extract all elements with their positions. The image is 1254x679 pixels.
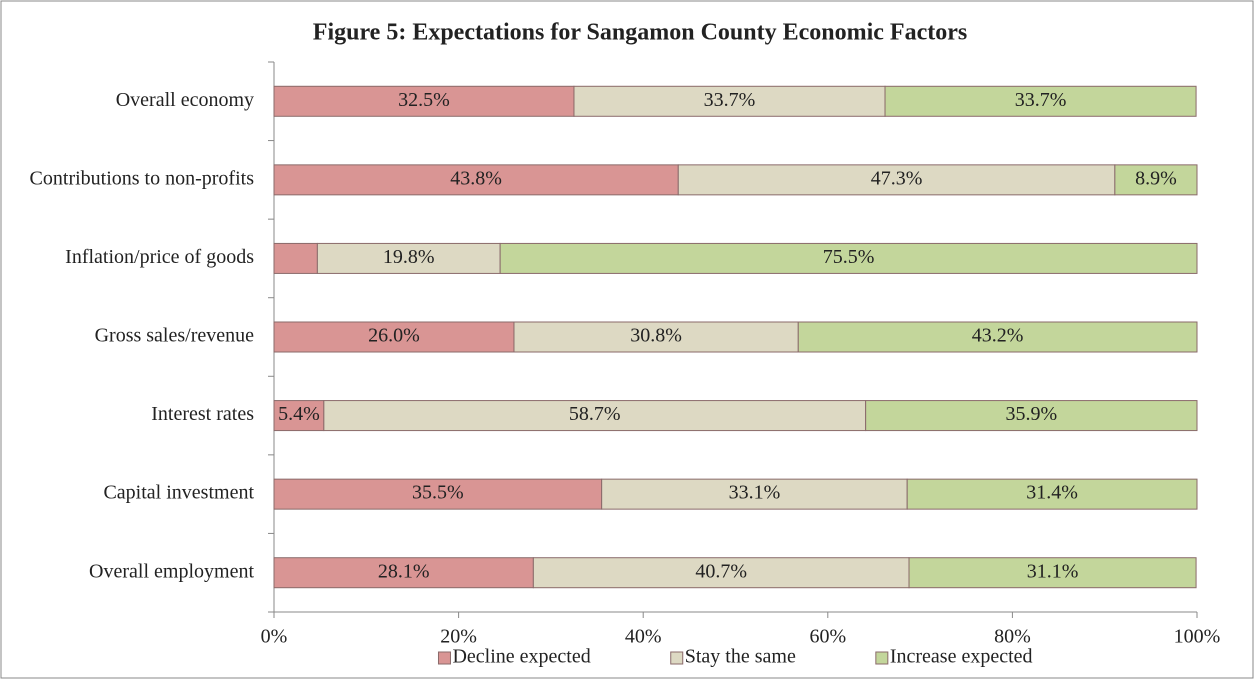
data-label: 31.4%	[1026, 482, 1078, 504]
category-label: Overall employment	[89, 560, 254, 582]
data-label: 31.1%	[1027, 560, 1079, 582]
bar-segment	[273, 557, 534, 589]
legend-swatch	[437, 651, 451, 665]
category-label: Contributions to non-profits	[30, 167, 255, 189]
x-tick-label: 20%	[440, 626, 477, 648]
data-label: 43.8%	[450, 167, 502, 189]
data-label: 75.5%	[823, 246, 875, 268]
data-label: 58.7%	[569, 403, 621, 425]
bar-segment	[906, 478, 1198, 510]
legend: Decline expected Stay the same Increase ex…	[437, 646, 1033, 668]
data-label: 40.7%	[695, 560, 747, 582]
legend-label: Decline expected	[452, 646, 590, 668]
data-label: 5.4%	[278, 403, 320, 425]
data-label: 32.5%	[398, 89, 450, 111]
x-tick-label: 60%	[809, 626, 846, 648]
data-label: 33.7%	[704, 89, 756, 111]
data-label: 19.8%	[383, 246, 435, 268]
bar-segment	[273, 321, 515, 353]
data-label: 30.8%	[630, 325, 682, 347]
bar-segment	[323, 400, 867, 432]
bar-segment	[865, 400, 1198, 432]
bar-segment	[532, 557, 910, 589]
data-label: 47.3%	[871, 167, 923, 189]
bar-segment	[513, 321, 799, 353]
bar-segment	[316, 242, 501, 274]
data-label: 35.9%	[1005, 403, 1057, 425]
bar-segment	[797, 321, 1198, 353]
category-label: Capital investment	[103, 482, 254, 504]
bar-segment	[273, 400, 325, 432]
legend-swatch	[875, 651, 889, 665]
x-tick-label: 100%	[1174, 626, 1221, 648]
bar-segment	[573, 85, 886, 117]
data-label: 26.0%	[368, 325, 420, 347]
bar-segment	[273, 85, 575, 117]
category-label: Interest rates	[151, 403, 254, 425]
legend-label: Increase expected	[890, 646, 1033, 668]
legend-label: Stay the same	[685, 646, 796, 668]
x-tick-label: 0%	[261, 626, 288, 648]
x-tick-label: 80%	[994, 626, 1031, 648]
data-label: 43.2%	[972, 325, 1024, 347]
bar-segment	[908, 557, 1197, 589]
category-label: Overall economy	[116, 89, 254, 111]
bar-segment	[273, 242, 318, 274]
chart-title: Figure 5: Expectations for Sangamon Coun…	[313, 20, 967, 46]
data-label: 8.9%	[1135, 167, 1177, 189]
data-label: 28.1%	[378, 560, 430, 582]
bar-segment	[273, 164, 679, 196]
bar-segment	[273, 478, 603, 510]
bar-segment	[884, 85, 1197, 117]
data-label: 33.7%	[1015, 89, 1067, 111]
x-tick-label: 40%	[625, 626, 662, 648]
legend-swatch	[670, 651, 684, 665]
bar-segment	[1114, 164, 1198, 196]
category-label: Gross sales/revenue	[95, 325, 255, 347]
bar-segment	[677, 164, 1116, 196]
data-label: 35.5%	[412, 482, 464, 504]
bar-segment	[499, 242, 1198, 274]
category-label: Inflation/price of goods	[65, 246, 254, 268]
data-label: 33.1%	[729, 482, 781, 504]
